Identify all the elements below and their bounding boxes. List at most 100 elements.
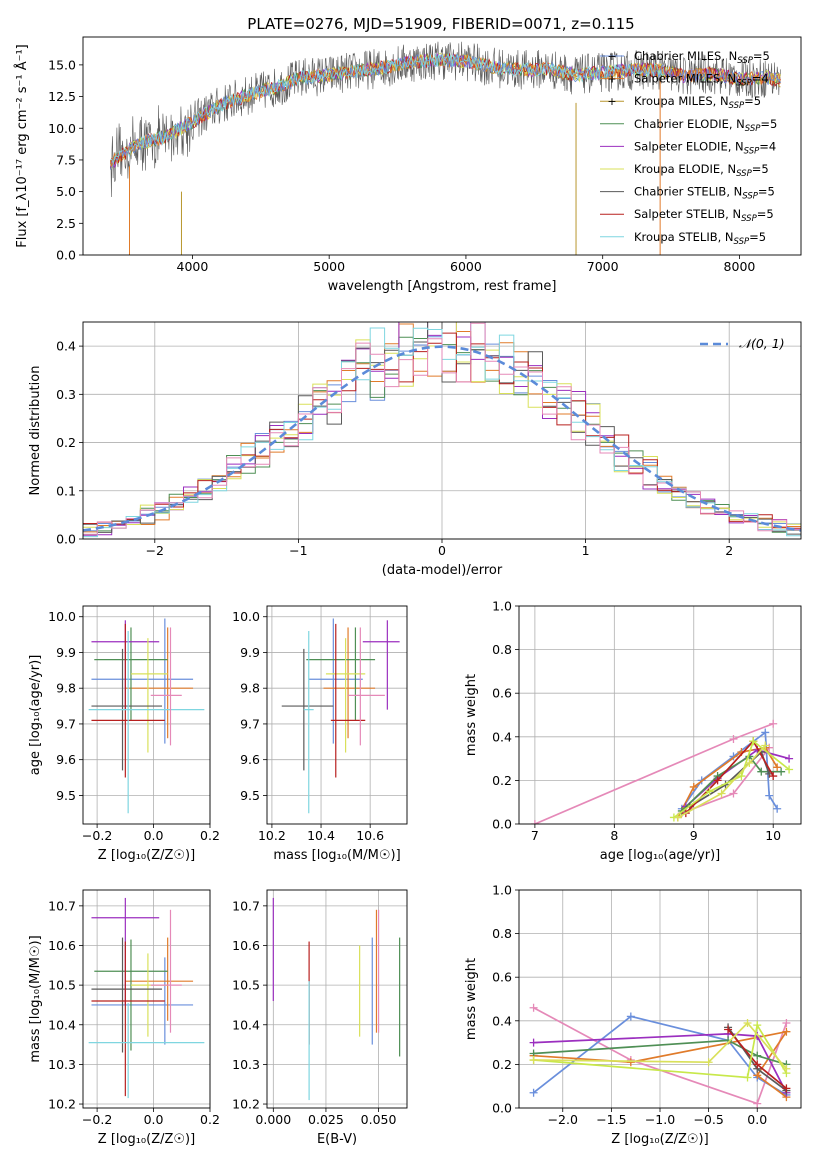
x-tick-label: 0.0 [747,1112,767,1127]
gaussian-curve [83,345,801,532]
x-axis-label: Z [log₁₀(Z/Z☉)] [98,1132,195,1147]
x-axis-label: wavelength [Angstrom, rest frame] [328,279,557,294]
data-marker [529,1056,538,1065]
y-tick-label: 5.0 [56,184,76,199]
y-tick-label: 0.8 [492,926,512,941]
x-tick-label: −1 [289,543,307,558]
x-tick-label: 7 [531,828,539,843]
x-tick-label: 10.4 [307,828,335,843]
y-tick-label: 10.0 [48,609,76,624]
legend-marker: + [607,95,616,108]
y-tick-label: 7.5 [56,152,76,167]
data-marker [713,776,722,785]
y-tick-label: 0.1 [56,483,76,498]
x-tick-label: 0.050 [361,1112,397,1127]
data-marker [749,737,758,746]
y-tick-label: 10.4 [232,1017,260,1032]
data-marker [704,1058,713,1067]
x-tick-label: −1.0 [645,1112,675,1127]
x-tick-label: 10.2 [258,828,286,843]
axes-frame [82,605,211,825]
data-marker [626,1012,635,1021]
x-tick-label: 8000 [724,259,756,274]
y-tick-label: 10.5 [48,978,76,993]
y-tick-label: 0.6 [492,970,512,985]
x-tick-label: −0.2 [82,828,112,843]
data-marker [769,719,778,728]
axes-frame [82,36,802,256]
x-tick-label: −2.0 [548,1112,578,1127]
legend: + Chabrier MILES, NSSP=5 + Salpeter MILES, … [600,49,777,247]
x-tick-label: 10 [765,828,781,843]
data-marker [529,1003,538,1012]
y-tick-label: 10.0 [232,609,260,624]
y-tick-label: 9.8 [240,681,260,696]
x-tick-label: 0.000 [255,1112,291,1127]
data-marker [757,767,766,776]
data-marker [745,758,754,767]
x-tick-label: 10.6 [356,828,384,843]
x-tick-label: −0.5 [693,1112,723,1127]
x-tick-label: 5000 [313,259,345,274]
x-tick-label: 9 [690,828,698,843]
y-tick-label: 1.0 [492,599,512,614]
x-tick-label: 0 [438,543,446,558]
x-axis-label: mass [log₁₀(M/M☉)] [273,848,400,863]
legend-label: 𝒩(0, 1) [739,336,785,351]
x-tick-label: −1.5 [596,1112,626,1127]
data-marker [765,791,774,800]
series-line [533,1033,788,1094]
plot-area [272,897,401,1101]
legend-label: Kroupa STELIB, NSSP=5 [634,230,766,247]
data-marker [529,1088,538,1097]
data-marker [673,813,682,822]
y-tick-label: 0.8 [492,642,512,657]
x-axis-label: E(B-V) [317,1132,357,1147]
axes-residuals: −2 −1 0 1 2 0.0 0.1 0.2 0.3 0.4 (data-model)/error… [28,321,802,578]
y-axis-label: Normed distribution [28,366,43,496]
x-tick-label: −0.2 [82,1112,112,1127]
x-tick-label: 4000 [177,259,209,274]
data-marker [785,765,794,774]
data-marker [717,789,726,798]
plot-area [110,41,781,255]
x-tick-label: 0.2 [200,828,220,843]
x-tick-label: 0.0 [144,1112,164,1127]
series-line [533,1022,788,1079]
x-tick-label: 0.2 [200,1112,220,1127]
y-tick-label: 10.7 [232,898,260,913]
x-tick-label: 2 [725,543,733,558]
y-tick-label: 9.6 [56,752,76,767]
axes-frame [82,889,211,1109]
legend-label: Kroupa MILES, NSSP=5 [634,94,761,111]
spectrum-line [110,41,781,198]
x-axis-label: (data-model)/error [382,563,503,578]
y-tick-label: 9.5 [56,788,76,803]
data-marker [737,772,746,781]
legend-label: Salpeter MILES, NSSP=4 [634,72,769,89]
y-axis-label: mass weight [464,958,479,1040]
data-marker [689,782,698,791]
data-marker [773,804,782,813]
axes-frame [518,889,802,1109]
y-tick-label: 10.2 [232,1097,260,1112]
y-tick-label: 10.3 [48,1057,76,1072]
data-marker [626,1058,635,1067]
x-tick-label: 0.0 [144,828,164,843]
y-tick-label: 15.0 [48,57,76,72]
y-tick-label: 9.7 [56,716,76,731]
axes-mw_vs_Z: −2.0 −1.5 −1.0 −0.5 0.0 0.0 0.2 0.4 0.6 0.8 1.0 Z [… [464,883,802,1147]
y-tick-label: 0.2 [492,1057,512,1072]
spectrum-line [110,52,665,165]
legend-marker: + [607,73,616,86]
y-tick-label: 0.6 [492,686,512,701]
axes-age_vs_Z: −0.2 0.0 0.2 9.5 9.6 9.7 9.8 9.9 10.0 Z [log₁₀(Z/… [28,605,220,863]
y-tick-label: 0.0 [492,1101,512,1116]
legend-label: Salpeter STELIB, NSSP=5 [634,207,774,224]
y-axis-label: mass weight [464,674,479,756]
plot-area [530,719,794,824]
y-tick-label: 0.3 [56,387,76,402]
data-marker [530,820,539,824]
data-marker [743,1073,752,1082]
